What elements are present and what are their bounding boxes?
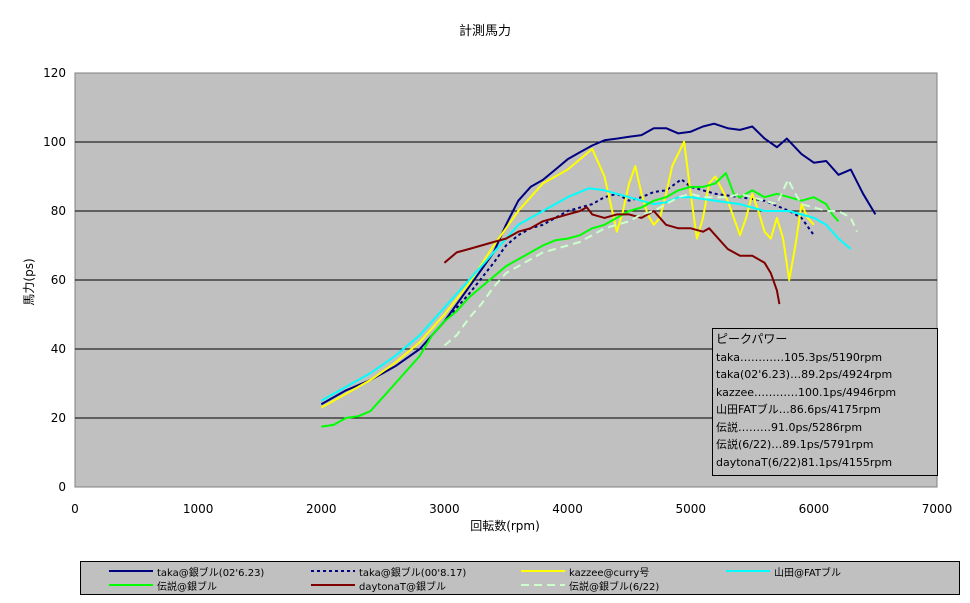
- x-tick-label: 3000: [429, 502, 460, 516]
- series-line-4: [320, 187, 852, 402]
- legend-label: 伝説@銀ブル: [157, 581, 217, 593]
- legend-item: 伝説@銀ブル: [109, 578, 217, 593]
- peak-row-label: kazzee…………: [716, 385, 799, 399]
- series-line-6: [443, 206, 781, 305]
- legend-label: kazzee@curry号: [569, 567, 650, 579]
- peak-row-label: taka…………: [716, 350, 784, 364]
- legend-label: daytonaT@銀ブル: [359, 581, 447, 593]
- peak-power-row: 山田FATブル…86.6ps/4175rpm: [716, 401, 934, 419]
- legend-item: 伝説@銀ブル(6/22): [521, 578, 660, 593]
- peak-row-label: 山田FATブル…: [716, 403, 790, 416]
- peak-row-value: 81.1ps/4155rpm: [801, 455, 893, 469]
- peak-row-value: 89.1ps/5791rpm: [782, 438, 874, 451]
- peak-row-label: taka(02'6.23)…: [716, 368, 802, 381]
- x-tick-label: 4000: [552, 502, 583, 516]
- peak-row-label: daytonaT(6/22): [716, 455, 801, 469]
- legend-swatch: [109, 570, 153, 572]
- legend-item: kazzee@curry号: [521, 564, 650, 579]
- y-axis-label: 馬力(ps): [22, 258, 36, 305]
- legend-item: taka@銀ブル(02'6.23): [109, 564, 265, 579]
- series-line-2: [443, 178, 815, 323]
- legend-label: 伝説@銀ブル(6/22): [569, 581, 660, 593]
- peak-power-rows: taka…………105.3ps/5190rpm taka(02'6.23)…89.…: [716, 349, 934, 472]
- peak-power-row: kazzee…………100.1ps/4946rpm: [716, 384, 934, 402]
- legend-swatch: [109, 584, 153, 586]
- chart-legend: taka@銀ブル(02'6.23) taka@銀ブル(00'8.17) kazzee…: [80, 561, 960, 595]
- legend-label: 山田@FATブル: [774, 567, 842, 579]
- peak-row-value: 89.2ps/4924rpm: [801, 368, 893, 381]
- peak-power-box: ピークパワー taka…………105.3ps/5190rpm taka(02'6.…: [712, 328, 938, 476]
- series-lines: [320, 122, 877, 428]
- peak-row-value: 86.6ps/4175rpm: [789, 403, 881, 416]
- y-tick-label: 60: [51, 273, 66, 287]
- legend-label: taka@銀ブル(02'6.23): [157, 567, 265, 579]
- legend-item: daytonaT@銀ブル: [311, 578, 447, 593]
- peak-row-value: 100.1ps/4946rpm: [798, 385, 897, 399]
- x-tick-label: 1000: [183, 502, 214, 516]
- series-line-1: [320, 122, 877, 406]
- legend-item: 山田@FATブル: [726, 564, 842, 579]
- peak-power-title: ピークパワー: [716, 332, 788, 346]
- legend-swatch: [311, 570, 355, 572]
- legend-swatch: [726, 570, 770, 572]
- peak-power-row: 伝説………91.0ps/5286rpm: [716, 419, 934, 437]
- peak-power-row: taka(02'6.23)…89.2ps/4924rpm: [716, 366, 934, 384]
- y-tick-label: 40: [51, 342, 66, 356]
- peak-row-label: 伝説(6/22)…: [716, 438, 783, 451]
- x-tick-label: 0: [71, 502, 79, 516]
- peak-row-value: 91.0ps/5286rpm: [771, 420, 863, 434]
- series-line-7: [443, 178, 858, 347]
- y-tick-label: 120: [43, 66, 66, 80]
- peak-row-value: 105.3ps/5190rpm: [783, 350, 883, 364]
- series-line-5: [321, 172, 840, 428]
- x-tick-label: 7000: [922, 502, 953, 516]
- peak-row-label: 伝説………: [716, 420, 771, 434]
- y-tick-label: 20: [51, 411, 66, 425]
- y-axis-ticks: 0 20 40 60 80 100 120: [43, 66, 66, 494]
- y-tick-label: 80: [51, 204, 66, 218]
- x-tick-label: 6000: [799, 502, 830, 516]
- series-line-3: [320, 140, 815, 409]
- peak-power-row: taka…………105.3ps/5190rpm: [716, 349, 934, 367]
- legend-swatch: [521, 570, 565, 572]
- y-tick-label: 100: [43, 135, 66, 149]
- legend-item: taka@銀ブル(00'8.17): [311, 564, 467, 579]
- x-tick-label: 5000: [675, 502, 706, 516]
- chart-title: 計測馬力: [459, 23, 511, 39]
- peak-power-row: 伝説(6/22)…89.1ps/5791rpm: [716, 436, 934, 454]
- legend-swatch: [311, 584, 355, 586]
- y-tick-label: 0: [58, 480, 66, 494]
- peak-power-row: daytonaT(6/22)81.1ps/4155rpm: [716, 454, 934, 472]
- x-tick-label: 2000: [306, 502, 337, 516]
- legend-label: taka@銀ブル(00'8.17): [359, 567, 467, 579]
- x-axis-ticks: 0 1000 2000 3000 4000 5000 6000 7000: [71, 502, 952, 516]
- x-axis-label: 回転数(rpm): [470, 518, 540, 533]
- legend-swatch: [521, 584, 565, 586]
